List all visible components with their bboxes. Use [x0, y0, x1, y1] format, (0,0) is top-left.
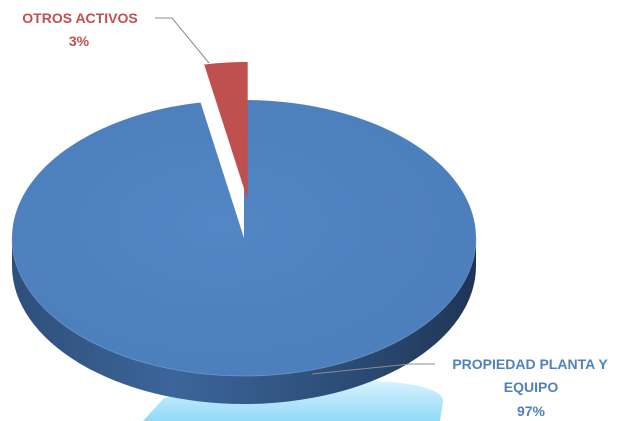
leader-line-propiedad-planta-equipo [311, 363, 435, 375]
label-propiedad-planta-equipo-line2: EQUIPO [504, 379, 559, 395]
percent-otros-activos: 3% [69, 33, 90, 49]
slice-propiedad-planta-equipo [12, 100, 477, 376]
slice-side-propiedad-planta-equipo [12, 238, 476, 404]
slice-rim-propiedad-planta-equipo [11, 237, 477, 377]
label-otros-activos: OTROS ACTIVOS [22, 10, 137, 26]
percent-propiedad-planta-equipo: 97% [517, 403, 546, 419]
slice-otros-activos [204, 62, 248, 201]
label-propiedad-planta-equipo-line1: PROPIEDAD PLANTA Y [452, 356, 608, 372]
leader-line-otros-activos [155, 17, 210, 64]
